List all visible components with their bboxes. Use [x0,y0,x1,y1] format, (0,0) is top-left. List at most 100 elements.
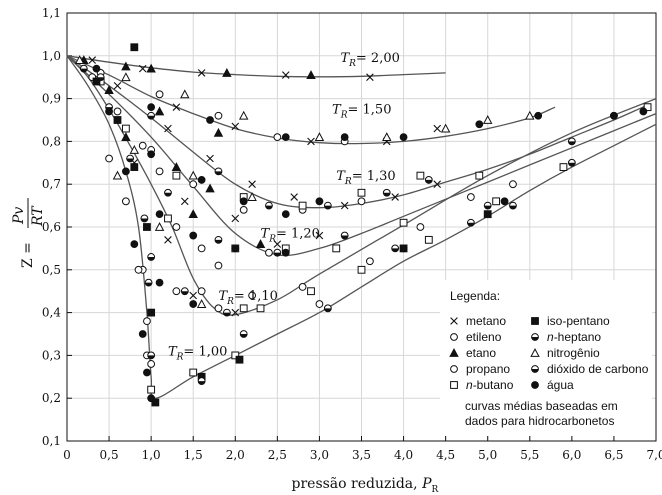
tr-curve-1-5 [66,55,556,145]
point-agua [122,167,130,176]
point-propano [105,154,113,163]
point-agua [239,197,248,206]
point-n-butano [475,171,484,180]
point-dioxido-de-carbono [382,188,391,197]
legend-label: metano [466,314,506,328]
point-n-heptano [197,377,206,385]
point-propano [416,223,425,231]
x-tick-label: 3,5 [352,448,371,462]
curve-label-t: T [336,169,346,184]
legend-label: iso-pentano [547,314,610,328]
x-tick-label: 4,5 [436,448,455,462]
point-metano [172,103,181,111]
point-nitrogenio [238,110,249,120]
point-nitrogenio [482,115,493,124]
point-agua [281,210,290,219]
point-metano [206,154,214,163]
legend-title: Legenda: [450,289,500,303]
x-axis-title-var: P [421,476,432,492]
point-dioxido-de-carbono [214,235,223,244]
y-tick-label: 0,4 [42,306,61,320]
legend: Legenda: metano etileno etano propano n-buta… [440,280,652,436]
point-n-butano [298,201,307,210]
point-iso-pentano [151,398,160,407]
point-etano [188,209,198,219]
curve-label: TR= 1,10 [218,289,277,307]
tr-curve-1-3 [66,55,648,209]
point-dioxido-de-carbono [96,73,105,82]
x-axis-title: pressão reduzida, PR [292,476,439,495]
point-nitrogenio [129,144,140,154]
point-dioxido-de-carbono [323,201,332,210]
point-etano [121,61,131,71]
legend-background [440,280,652,436]
point-agua [534,111,543,120]
curve-label: TR= 1,30 [336,169,395,187]
legend-marker [530,348,540,357]
curve-label: TR= 1,20 [261,227,320,245]
point-agua [155,210,164,219]
legend-marker [449,348,459,357]
curve-label-t: T [332,103,342,118]
point-metano [433,180,442,188]
point-nitrogenio [154,222,165,231]
point-n-butano [256,304,265,313]
y-axis-title-numerator: Pv [11,207,27,225]
point-etileno [357,197,366,206]
point-agua [639,107,648,116]
point-nitrogenio [180,89,190,99]
point-metano [181,197,189,206]
curve-label-value: = 1,00 [183,344,227,359]
curve-label-sub: R [344,177,352,187]
x-axis-title-text: pressão reduzida, [292,476,423,492]
point-etano [146,63,156,73]
curve-label-value: = 1,20 [276,227,320,242]
curve-label-sub: R [348,59,356,69]
x-tick-label: 5,0 [478,448,497,462]
point-agua [147,103,156,112]
x-tick-label: 2,0 [226,448,245,462]
legend-label: etano [466,346,496,360]
curve-label-t: T [261,227,271,242]
curve-label: TR= 1,50 [332,103,391,121]
point-nitrogenio [314,132,325,142]
legend-label: água [547,378,574,392]
point-iso-pentano [113,116,122,124]
curve-label-value: = 1,30 [352,169,396,184]
axis-ticks: 0 0,5 1,0 1,5 2,0 2,5 3,0 3,5 4,0 4,5 5,0 5,5 6,0 6,5… [42,6,662,462]
point-etileno [172,223,181,231]
point-propano [509,180,517,189]
point-etano [171,162,182,171]
point-nitrogenio [440,123,451,133]
point-metano [391,193,399,201]
point-agua [197,176,206,184]
point-nitrogenio [382,132,392,142]
point-etileno [214,304,223,313]
point-etileno [189,180,198,189]
point-etano [104,85,114,94]
point-propano [466,193,475,201]
point-n-butano [332,244,341,253]
point-propano [315,300,324,308]
point-etileno [273,133,282,142]
y-tick-label: 0,2 [42,391,61,405]
point-n-heptano [391,244,400,253]
y-tick-label: 0,9 [42,92,61,106]
point-etileno [214,111,223,120]
tr-curve-2 [66,55,446,78]
point-agua [189,231,198,240]
point-metano [231,308,240,317]
y-tick-label: 0,7 [42,177,61,191]
point-n-butano [357,265,366,274]
point-n-heptano [140,214,149,223]
curve-label-t: T [340,51,350,66]
point-nitrogenio [196,299,207,308]
point-agua [147,150,156,159]
point-agua [130,240,139,249]
point-metano [340,201,349,210]
point-nitrogenio [121,72,131,82]
point-n-butano [189,368,198,377]
point-n-butano [307,287,315,296]
y-tick-label: 0,5 [42,263,61,277]
point-agua [340,133,349,142]
